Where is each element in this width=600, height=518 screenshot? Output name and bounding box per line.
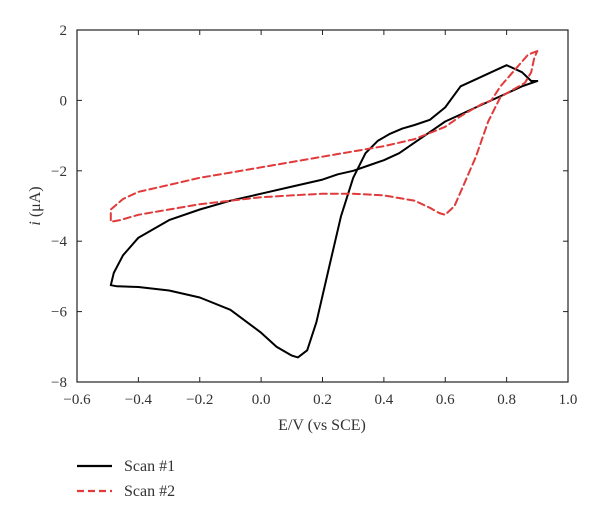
- y-tick-label: −8: [51, 375, 67, 391]
- y-tick-label: −6: [51, 305, 67, 321]
- y-axis-title: i (μA): [27, 186, 44, 225]
- x-tick-label: 1.0: [559, 392, 578, 408]
- x-axis-title: E/V (vs SCE): [278, 417, 366, 434]
- legend-label-scan-1: Scan #1: [124, 458, 175, 475]
- x-axis: −0.6 −0.4 −0.2 0.0 0.2 0.4 0.6 0.8 1.0: [63, 30, 577, 408]
- x-tick-label: 0.6: [436, 392, 455, 408]
- series-layer: [109, 50, 539, 359]
- y-tick-label: −2: [51, 164, 67, 180]
- x-tick-label: −0.6: [63, 392, 91, 408]
- y-axis-title-symbol: i: [27, 221, 44, 225]
- x-tick-label: 0.4: [375, 392, 394, 408]
- y-axis-title-unit: (μA): [27, 186, 44, 221]
- series-line-scan-2: [109, 50, 539, 223]
- x-tick-label: −0.2: [186, 392, 213, 408]
- y-tick-label: 2: [60, 23, 68, 39]
- y-tick-label: 0: [60, 93, 68, 109]
- legend-entry-scan-1: Scan #1: [77, 458, 175, 475]
- x-tick-label: 0.0: [252, 392, 271, 408]
- legend-label-scan-2: Scan #2: [124, 483, 175, 500]
- plot-frame: [76, 29, 569, 383]
- y-axis: −8 −6 −4 −2 0 2: [51, 23, 568, 391]
- legend: Scan #1 Scan #2: [77, 458, 175, 500]
- y-tick-label: −4: [51, 234, 67, 250]
- series-line-scan-1: [109, 64, 539, 359]
- x-tick-label: 0.8: [497, 392, 516, 408]
- legend-entry-scan-2: Scan #2: [77, 483, 175, 500]
- x-tick-label: −0.4: [125, 392, 153, 408]
- x-tick-label: 0.2: [313, 392, 332, 408]
